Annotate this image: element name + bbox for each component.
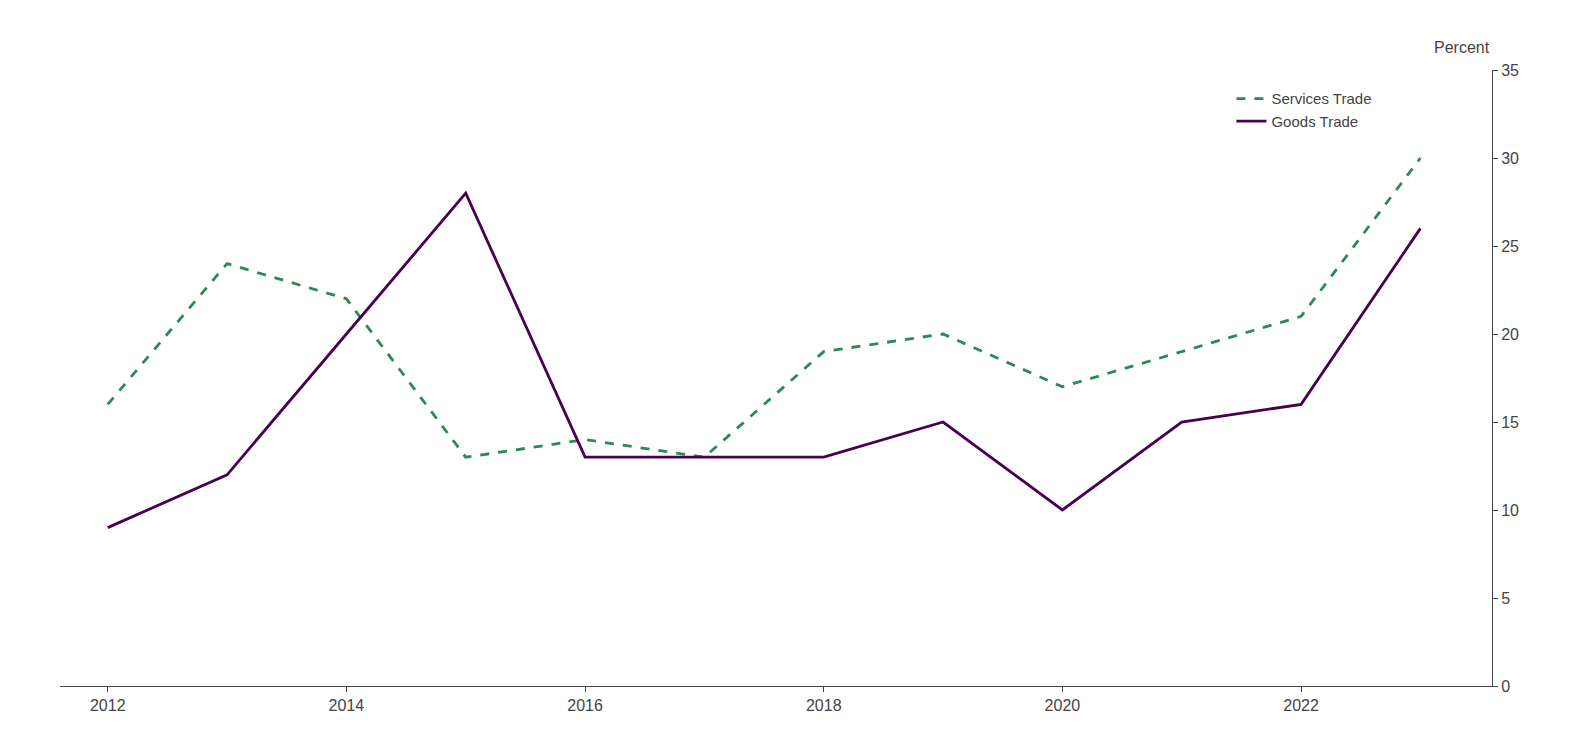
svg-text:0: 0: [1501, 678, 1510, 695]
svg-text:2022: 2022: [1283, 697, 1319, 714]
svg-text:15: 15: [1501, 414, 1519, 431]
svg-text:2012: 2012: [90, 697, 126, 714]
svg-text:10: 10: [1501, 502, 1519, 519]
svg-text:2018: 2018: [806, 697, 842, 714]
svg-text:30: 30: [1501, 150, 1519, 167]
svg-text:2020: 2020: [1045, 697, 1081, 714]
svg-text:5: 5: [1501, 590, 1510, 607]
svg-text:20: 20: [1501, 326, 1519, 343]
svg-text:25: 25: [1501, 238, 1519, 255]
svg-text:Services Trade: Services Trade: [1271, 90, 1371, 107]
svg-text:35: 35: [1501, 62, 1519, 79]
svg-text:2014: 2014: [329, 697, 365, 714]
svg-text:Goods Trade: Goods Trade: [1271, 113, 1358, 130]
svg-text:2016: 2016: [567, 697, 603, 714]
svg-text:Percent: Percent: [1434, 39, 1490, 56]
